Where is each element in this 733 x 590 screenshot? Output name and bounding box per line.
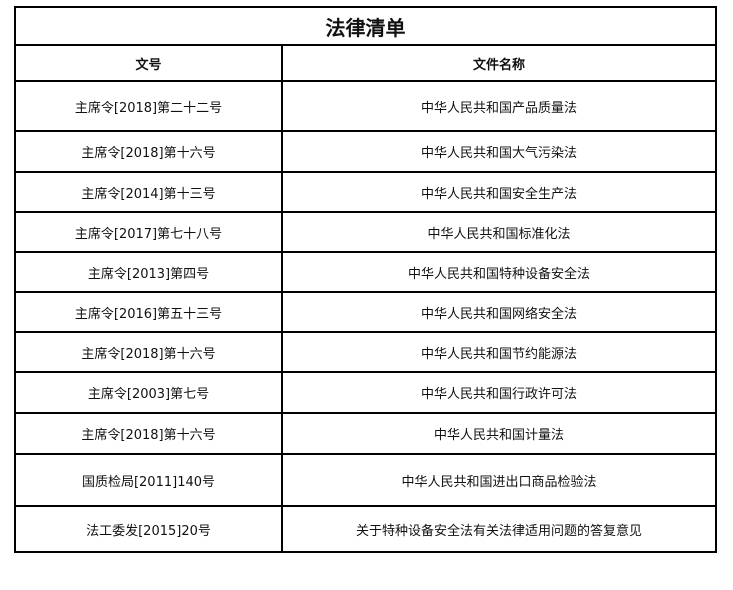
table-row: 主席令[2018]第二十二号 中华人民共和国产品质量法 [14, 80, 717, 132]
header-name: 文件名称 [281, 44, 717, 82]
document-number: 国质检局[2011]140号 [14, 453, 283, 507]
document-name: 中华人民共和国网络安全法 [281, 291, 717, 333]
law-list-table: 法律清单 文号 文件名称 主席令[2018]第二十二号 中华人民共和国产品质量法主… [14, 6, 717, 553]
document-number: 法工委发[2015]20号 [14, 505, 283, 553]
table-row: 主席令[2013]第四号 中华人民共和国特种设备安全法 [14, 251, 717, 293]
document-number: 主席令[2014]第十三号 [14, 171, 283, 213]
document-number: 主席令[2017]第七十八号 [14, 211, 283, 253]
table-row: 主席令[2017]第七十八号 中华人民共和国标准化法 [14, 211, 717, 253]
table-row: 主席令[2018]第十六号 中华人民共和国计量法 [14, 412, 717, 455]
table-row: 主席令[2016]第五十三号 中华人民共和国网络安全法 [14, 291, 717, 333]
table-title: 法律清单 [14, 6, 717, 46]
document-number: 主席令[2003]第七号 [14, 371, 283, 414]
document-name: 中华人民共和国产品质量法 [281, 80, 717, 132]
table-row: 主席令[2003]第七号 中华人民共和国行政许可法 [14, 371, 717, 414]
document-name: 中华人民共和国节约能源法 [281, 331, 717, 373]
document-name: 中华人民共和国行政许可法 [281, 371, 717, 414]
document-number: 主席令[2018]第十六号 [14, 331, 283, 373]
table-row: 法工委发[2015]20号 关于特种设备安全法有关法律适用问题的答复意见 [14, 505, 717, 553]
table-row: 主席令[2014]第十三号 中华人民共和国安全生产法 [14, 171, 717, 213]
document-name: 关于特种设备安全法有关法律适用问题的答复意见 [281, 505, 717, 553]
header-number: 文号 [14, 44, 283, 82]
document-name: 中华人民共和国大气污染法 [281, 130, 717, 173]
document-number: 主席令[2018]第二十二号 [14, 80, 283, 132]
table-row: 主席令[2018]第十六号 中华人民共和国大气污染法 [14, 130, 717, 173]
document-name: 中华人民共和国计量法 [281, 412, 717, 455]
document-number: 主席令[2018]第十六号 [14, 130, 283, 173]
table-row: 主席令[2018]第十六号 中华人民共和国节约能源法 [14, 331, 717, 373]
document-number: 主席令[2016]第五十三号 [14, 291, 283, 333]
document-number: 主席令[2013]第四号 [14, 251, 283, 293]
document-name: 中华人民共和国安全生产法 [281, 171, 717, 213]
table-row: 国质检局[2011]140号 中华人民共和国进出口商品检验法 [14, 453, 717, 507]
document-name: 中华人民共和国特种设备安全法 [281, 251, 717, 293]
document-name: 中华人民共和国标准化法 [281, 211, 717, 253]
document-number: 主席令[2018]第十六号 [14, 412, 283, 455]
document-name: 中华人民共和国进出口商品检验法 [281, 453, 717, 507]
